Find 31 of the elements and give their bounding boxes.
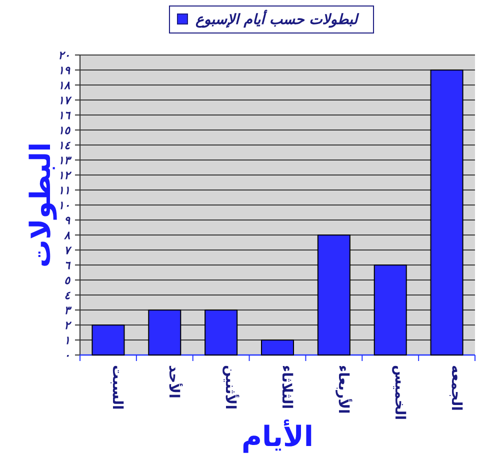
x-tick-label: الأربعاء xyxy=(334,365,353,414)
x-tick-label: الجمعه xyxy=(448,365,464,411)
x-tick-label: الثلاثاء xyxy=(278,365,294,410)
x-axis-title: الأيام xyxy=(242,419,314,453)
y-tick-label: ٦ xyxy=(64,259,72,272)
x-tick-label: السبت xyxy=(109,365,126,410)
y-tick-label: ٤ xyxy=(64,289,72,302)
y-tick-label: ١٢ xyxy=(58,169,72,182)
y-tick-label: ٩ xyxy=(64,214,72,227)
y-tick-label: ٨ xyxy=(63,229,70,242)
y-tick-label: ١١ xyxy=(58,184,70,197)
y-tick-label: ١٩ xyxy=(58,64,72,77)
y-axis-title: البطولات xyxy=(24,142,57,268)
y-tick-label: ١٣ xyxy=(58,154,72,167)
legend-label: لبطولات حسب أيام الإسبوع xyxy=(195,9,360,28)
y-tick-label: ١٥ xyxy=(58,124,72,137)
y-tick-label: ٢ xyxy=(64,319,72,332)
y-tick-label: ١٧ xyxy=(58,94,72,107)
y-tick-label: ٥ xyxy=(64,274,72,287)
x-tick-label: الأثنين xyxy=(222,365,240,410)
y-tick-label: ١ xyxy=(64,334,70,347)
y-tick-label: ٧ xyxy=(64,244,72,257)
y-tick-label: ١٨ xyxy=(58,79,70,92)
x-tick-label: الخميس xyxy=(391,365,408,420)
y-tick-label: ١٤ xyxy=(58,139,72,152)
y-tick-label: ٣ xyxy=(64,304,72,317)
y-tick-label: ١٦ xyxy=(58,109,72,122)
y-tick-label: ٢٠ xyxy=(58,49,70,62)
x-tick-label: الأحد xyxy=(166,365,184,398)
y-tick-label: ١٠ xyxy=(58,199,70,212)
y-tick-label: ٠ xyxy=(64,349,70,362)
